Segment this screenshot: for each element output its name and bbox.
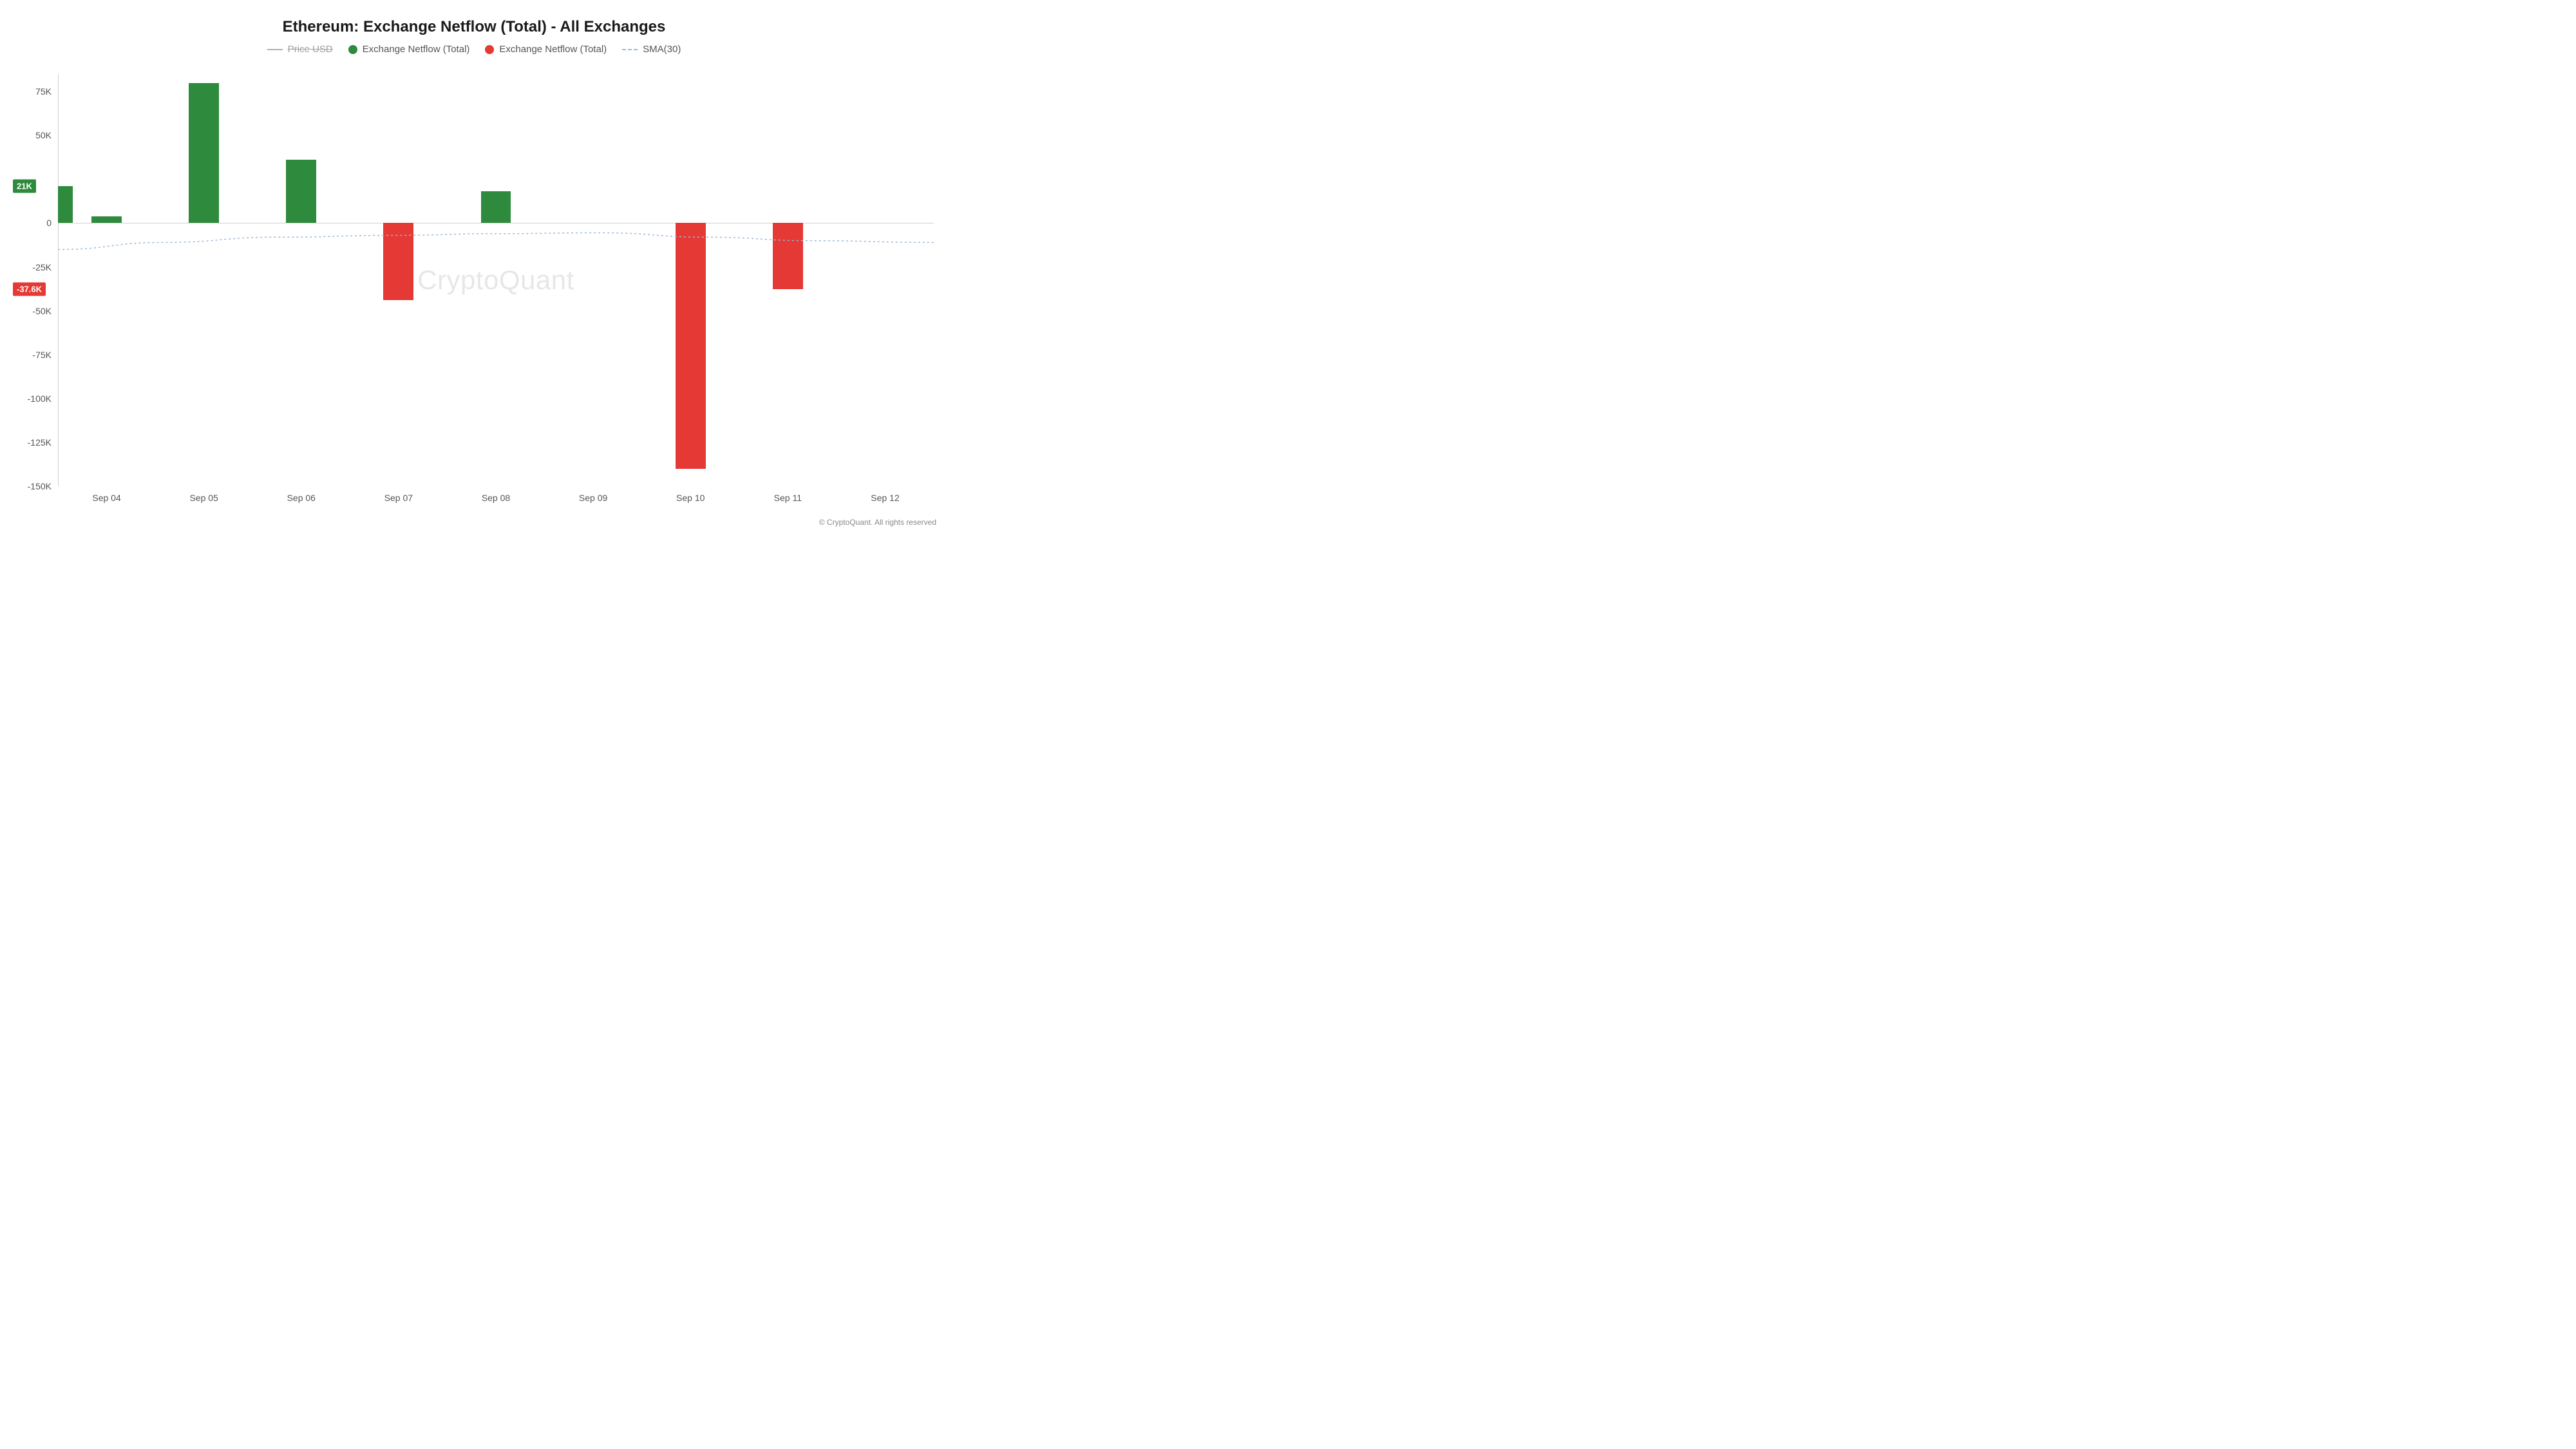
legend: Price USD Exchange Netflow (Total) Exchang… xyxy=(0,44,948,55)
bar[interactable] xyxy=(773,223,803,289)
legend-swatch xyxy=(267,49,283,50)
legend-label: Exchange Netflow (Total) xyxy=(499,44,607,55)
y-tick-label: -25K xyxy=(32,262,52,272)
x-tick-label: Sep 05 xyxy=(189,493,218,503)
legend-label: Exchange Netflow (Total) xyxy=(363,44,470,55)
legend-item[interactable]: Price USD xyxy=(267,44,333,55)
x-tick-label: Sep 11 xyxy=(774,493,802,503)
plot-area: CryptoQuant 75K50K0-25K-50K-75K-100K-125… xyxy=(58,74,934,486)
y-tick-label: 0 xyxy=(46,218,52,228)
copyright: © CryptoQuant. All rights reserved xyxy=(819,518,936,527)
bar[interactable] xyxy=(383,223,413,300)
y-tick-label: 50K xyxy=(35,130,52,140)
x-tick-label: Sep 04 xyxy=(92,493,120,503)
legend-label: Price USD xyxy=(288,44,333,55)
bar[interactable] xyxy=(189,83,219,223)
y-tick-label: -100K xyxy=(28,393,52,404)
legend-label: SMA(30) xyxy=(643,44,681,55)
axis-marker-badge: 21K xyxy=(13,180,36,193)
legend-item[interactable]: Exchange Netflow (Total) xyxy=(485,44,607,55)
x-tick-label: Sep 09 xyxy=(579,493,607,503)
chart-title: Ethereum: Exchange Netflow (Total) - All… xyxy=(0,18,948,36)
x-tick-label: Sep 06 xyxy=(287,493,316,503)
x-tick-label: Sep 08 xyxy=(482,493,510,503)
x-tick-label: Sep 07 xyxy=(384,493,413,503)
bar[interactable] xyxy=(286,160,316,223)
legend-item[interactable]: SMA(30) xyxy=(622,44,681,55)
y-tick-label: -150K xyxy=(28,481,52,491)
legend-swatch xyxy=(485,45,494,54)
x-tick-label: Sep 12 xyxy=(871,493,899,503)
legend-swatch xyxy=(622,49,638,50)
y-tick-label: -50K xyxy=(32,306,52,316)
axis-marker-badge: -37.6K xyxy=(13,282,46,296)
bar[interactable] xyxy=(676,223,706,468)
y-tick-label: -125K xyxy=(28,437,52,448)
y-axis-line xyxy=(58,74,59,486)
chart-container: Ethereum: Exchange Netflow (Total) - All… xyxy=(0,0,948,533)
legend-swatch xyxy=(348,45,357,54)
watermark: CryptoQuant xyxy=(417,265,574,296)
bar[interactable] xyxy=(481,191,511,223)
x-tick-label: Sep 10 xyxy=(676,493,705,503)
bar[interactable] xyxy=(91,216,122,223)
bar[interactable] xyxy=(58,186,73,223)
legend-item[interactable]: Exchange Netflow (Total) xyxy=(348,44,470,55)
y-tick-label: -75K xyxy=(32,350,52,360)
y-tick-label: 75K xyxy=(35,86,52,97)
